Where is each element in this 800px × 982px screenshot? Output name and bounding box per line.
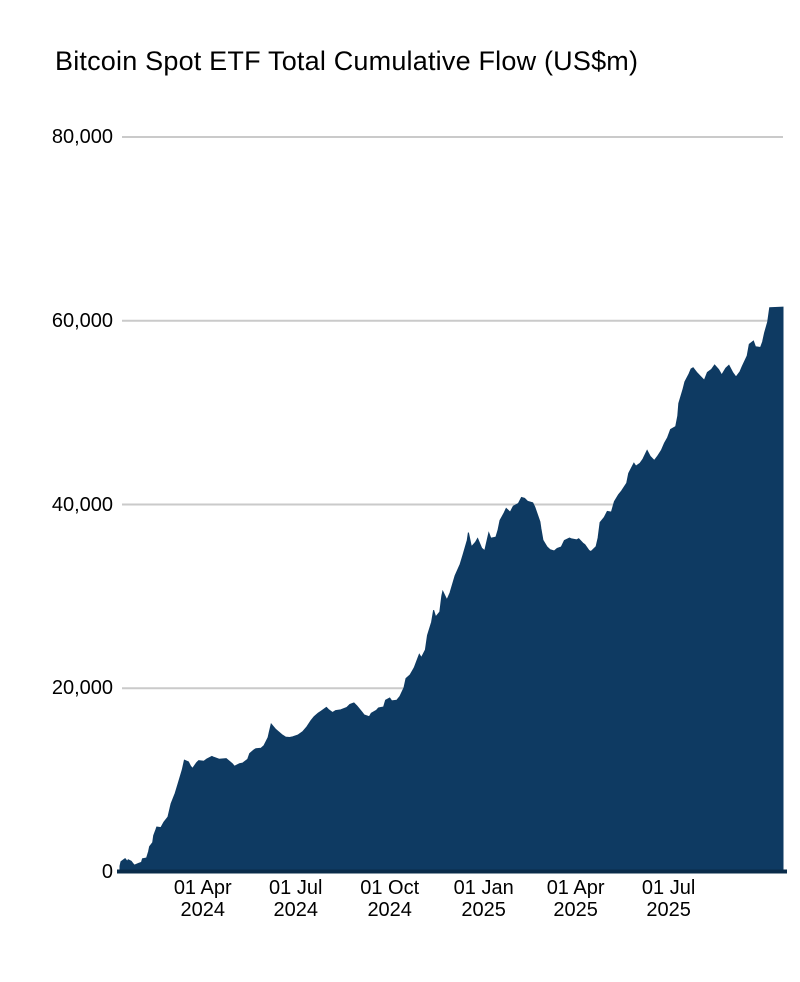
x-tick-year: 2025 [461,899,506,921]
x-tick-month: 01 Jul [269,877,323,899]
chart-title: Bitcoin Spot ETF Total Cumulative Flow (… [55,46,639,76]
x-tick-label-jul-2024: 01 Jul 2024 [246,877,346,921]
x-tick-year: 2024 [367,899,412,921]
x-tick-month: 01 Oct [360,877,420,899]
x-tick-month: 01 Apr [546,877,605,899]
x-tick-month: 01 Jul [641,877,696,899]
x-tick-label-jul-2025: 01 Jul 2025 [619,877,719,921]
y-tick-label-20000: 20,000 [51,677,113,700]
y-tick-label-40000: 40,000 [51,493,113,516]
x-tick-year: 2024 [273,899,318,921]
x-tick-label-apr-2024: 01 Apr 2024 [153,877,253,921]
x-tick-label-jan-2025: 01 Jan 2025 [434,877,534,921]
x-tick-year: 2025 [646,899,691,921]
x-tick-month: 01 Apr [173,877,232,899]
y-tick-label-0: 0 [101,861,113,883]
y-tick-label-60000: 60,000 [51,309,113,332]
x-tick-label-oct-2024: 01 Oct 2024 [340,877,440,921]
y-tick-label-80000: 80,000 [51,126,113,148]
x-tick-label-apr-2025: 01 Apr 2025 [526,877,626,921]
x-tick-month: 01 Jan [453,877,514,899]
x-tick-year: 2024 [180,899,225,921]
x-tick-year: 2025 [553,899,598,921]
